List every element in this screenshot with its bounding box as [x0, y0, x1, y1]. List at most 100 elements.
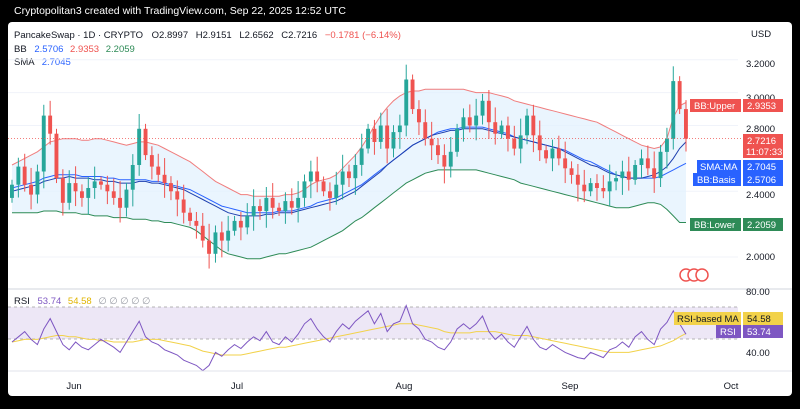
rsi-ma-badge-value: 54.58	[747, 314, 771, 325]
candle-bearish	[143, 128, 148, 156]
sma-badge-label: SMA:MA	[700, 162, 738, 173]
candle-bullish	[92, 181, 97, 188]
ohlc-open: O2.8997	[152, 30, 188, 41]
rsi-legend-ma: 54.58	[68, 296, 92, 307]
candle-bearish	[595, 183, 599, 188]
candle-bearish	[506, 125, 510, 139]
time-axis: Jun Jul Aug Sep Oct	[66, 381, 738, 392]
candle-bearish	[149, 155, 154, 167]
candle-bullish	[213, 232, 218, 254]
time-tick: Sep	[562, 381, 579, 392]
bb-basis-line	[11, 126, 687, 214]
time-tick: Jun	[66, 381, 81, 392]
bb-upper-line	[11, 88, 687, 197]
candle-bullish	[124, 189, 129, 208]
candle-bearish	[328, 191, 332, 198]
candle-bearish	[207, 240, 211, 254]
candle-bearish	[80, 191, 84, 198]
last-price-value: 2.7216	[747, 136, 776, 147]
ohlc-close: C2.7216	[281, 30, 317, 41]
flag-icon[interactable]	[695, 268, 709, 282]
bar-countdown: 11:07:33	[746, 147, 782, 158]
candle-bullish	[404, 79, 409, 126]
price-tick: 2.4000	[746, 190, 775, 201]
rsi-ma-line	[11, 323, 687, 356]
candle-bullish	[397, 125, 402, 133]
candle-bullish	[137, 128, 142, 165]
candle-bullish	[499, 125, 504, 134]
svg-text:RSI 53.74 54.58 ∅: RSI 53.74 54.58 ∅ ∅ ∅ ∅ ∅	[14, 296, 150, 307]
price-tick: 2.8000	[746, 124, 775, 135]
candle-bearish	[645, 158, 650, 169]
price-axis: 3.2000 3.0000 2.8000 2.4000 2.0000	[746, 59, 775, 263]
symbol-legend: PancakeSwap · 1D · CRYPTO O2.8997 H2.915…	[14, 30, 401, 68]
candle-bullish	[378, 125, 383, 142]
candle-bearish	[238, 220, 243, 228]
credit-text: Cryptopolitan3 created with TradingView.…	[14, 5, 346, 17]
candle-bearish	[575, 174, 580, 185]
candle-bearish	[105, 184, 110, 192]
candle-bullish	[391, 132, 396, 149]
candle-bearish	[410, 79, 415, 110]
sma-badge: SMA:MA 2.7045	[697, 160, 783, 173]
candle-bullish	[665, 138, 669, 152]
candle-bearish	[423, 122, 428, 139]
candle-bearish	[684, 109, 688, 139]
rsi-badge-value: 53.74	[747, 327, 771, 338]
candle-bearish	[556, 148, 561, 159]
price-tick: 2.0000	[746, 252, 775, 263]
candle-bullish	[353, 165, 358, 179]
sma-legend-value: 2.7045	[42, 57, 71, 68]
candle-bullish	[251, 206, 256, 216]
bb-legend-lower: 2.2059	[106, 44, 135, 55]
candle-bearish	[73, 183, 78, 192]
candle-bullish	[264, 197, 269, 212]
candle-bullish	[614, 178, 618, 182]
candle-bullish	[480, 100, 485, 116]
candle-bullish	[232, 220, 237, 231]
candle-bearish	[563, 158, 568, 169]
candle-bearish	[652, 168, 657, 179]
candle-bearish	[601, 188, 606, 192]
candle-bearish	[385, 125, 390, 149]
candle-bullish	[41, 115, 46, 172]
candles	[10, 64, 688, 269]
sma-legend-label: SMA	[14, 57, 35, 68]
candle-bearish	[537, 135, 542, 151]
rsi-ma-badge: RSI-based MA 54.58	[674, 312, 783, 325]
bb-lower-badge: BB:Lower 2.2059	[690, 218, 783, 231]
bb-basis-badge-label: BB:Basis	[697, 175, 736, 186]
candle-bearish	[22, 166, 27, 185]
rsi-ma-badge-label: RSI-based MA	[677, 314, 739, 325]
candle-bearish	[493, 122, 498, 134]
candle-bullish	[226, 230, 231, 241]
rsi-band	[8, 307, 738, 339]
candle-bearish	[194, 220, 199, 226]
price-tick: 3.2000	[746, 59, 775, 70]
candle-bearish	[321, 181, 326, 192]
time-tick: Jul	[231, 381, 243, 392]
bb-upper-badge-label: BB:Upper	[694, 101, 735, 112]
candle-bearish	[436, 145, 440, 156]
candle-bearish	[544, 150, 548, 159]
candle-bearish	[200, 225, 205, 241]
svg-text:SMA 2.7045: SMA 2.7045	[14, 57, 71, 68]
candle-bearish	[315, 171, 320, 182]
candle-bullish	[620, 171, 625, 179]
candle-bullish	[525, 115, 529, 136]
candle-bullish	[67, 183, 72, 203]
candle-bullish	[245, 215, 250, 228]
candle-bearish	[48, 115, 53, 134]
currency-label: USD	[751, 29, 771, 40]
svg-text:BB 2.5706 2.9353: BB 2.5706 2.9353 2.2059	[14, 44, 135, 55]
candle-bearish	[347, 171, 351, 179]
events-flag-icons[interactable]	[679, 268, 709, 282]
bb-upper-badge: BB:Upper 2.9353	[690, 99, 783, 112]
candle-bearish	[156, 166, 161, 175]
candle-bearish	[60, 178, 65, 203]
candle-bullish	[633, 165, 638, 180]
candle-bearish	[181, 199, 186, 213]
bb-basis-badge: BB:Basis 2.5706	[693, 173, 783, 186]
bb-lower-badge-value: 2.2059	[747, 220, 776, 231]
